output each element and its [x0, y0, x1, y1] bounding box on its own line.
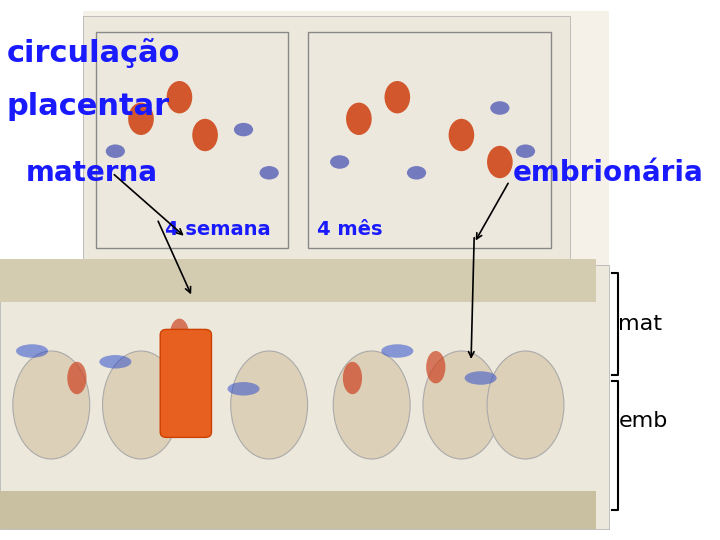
- Ellipse shape: [106, 144, 125, 158]
- Ellipse shape: [516, 144, 535, 158]
- FancyBboxPatch shape: [161, 329, 212, 437]
- Ellipse shape: [330, 156, 349, 168]
- Ellipse shape: [346, 103, 372, 135]
- Ellipse shape: [259, 166, 279, 179]
- Ellipse shape: [423, 351, 500, 459]
- Ellipse shape: [170, 319, 189, 351]
- Ellipse shape: [99, 355, 131, 368]
- Text: 4 mês: 4 mês: [317, 220, 382, 239]
- Ellipse shape: [67, 362, 86, 394]
- Ellipse shape: [228, 382, 259, 395]
- Ellipse shape: [166, 81, 192, 113]
- Ellipse shape: [13, 351, 90, 459]
- Ellipse shape: [490, 102, 510, 115]
- Text: emb: emb: [618, 411, 667, 431]
- FancyBboxPatch shape: [0, 265, 609, 529]
- Text: placentar: placentar: [6, 92, 169, 121]
- Ellipse shape: [333, 351, 410, 459]
- Ellipse shape: [234, 123, 253, 137]
- Ellipse shape: [407, 166, 426, 179]
- Ellipse shape: [230, 351, 307, 459]
- Ellipse shape: [384, 81, 410, 113]
- FancyBboxPatch shape: [307, 32, 551, 248]
- Ellipse shape: [487, 146, 513, 178]
- FancyBboxPatch shape: [84, 11, 609, 529]
- Ellipse shape: [192, 119, 218, 151]
- Text: materna: materna: [26, 159, 158, 187]
- FancyBboxPatch shape: [96, 32, 289, 248]
- Ellipse shape: [102, 351, 179, 459]
- Text: 4 semana: 4 semana: [165, 220, 271, 239]
- Ellipse shape: [449, 119, 474, 151]
- Ellipse shape: [343, 362, 362, 394]
- FancyBboxPatch shape: [84, 16, 570, 259]
- Text: mat: mat: [618, 314, 662, 334]
- Text: circulação: circulação: [6, 38, 180, 68]
- Ellipse shape: [16, 345, 48, 357]
- Ellipse shape: [128, 103, 154, 135]
- Ellipse shape: [382, 345, 413, 357]
- Ellipse shape: [464, 372, 497, 384]
- FancyBboxPatch shape: [0, 491, 596, 529]
- Ellipse shape: [426, 351, 446, 383]
- Ellipse shape: [487, 351, 564, 459]
- Text: embrionária: embrionária: [513, 159, 703, 187]
- FancyBboxPatch shape: [0, 259, 596, 302]
